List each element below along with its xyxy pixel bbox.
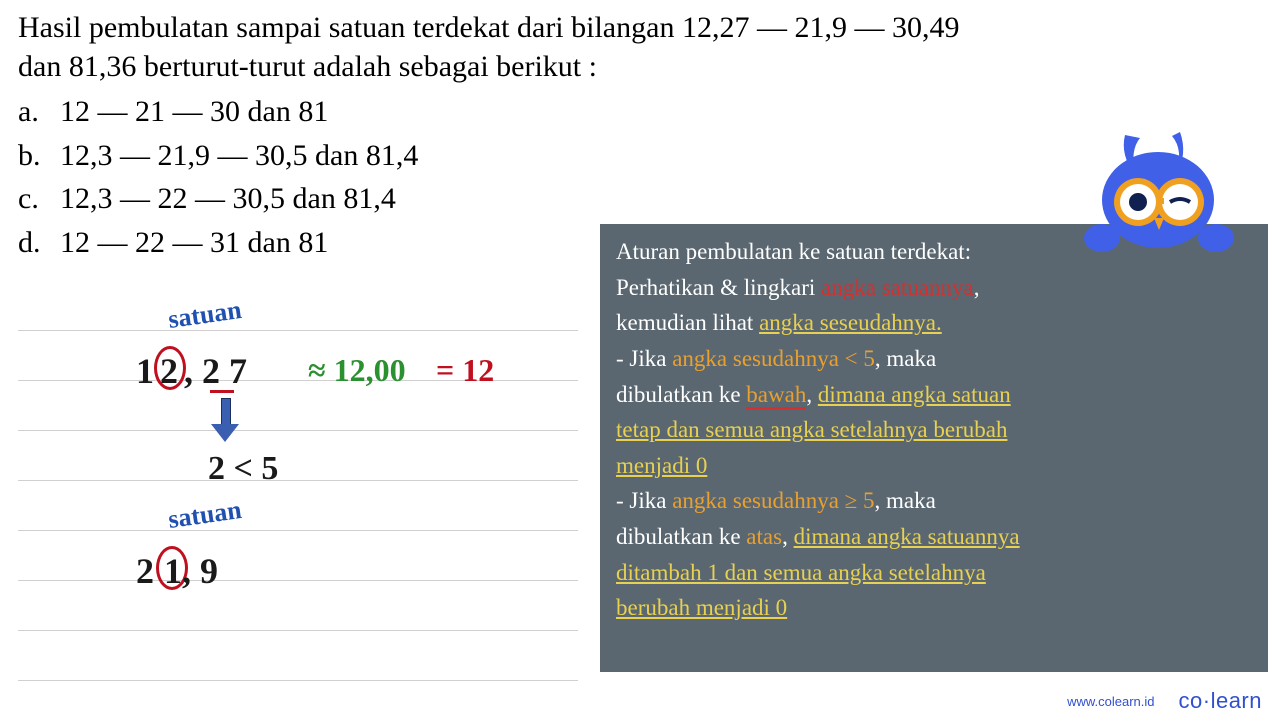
num1-part-a: 1 [136, 350, 154, 392]
option-letter: c. [18, 177, 60, 221]
footer: www.colearn.id co·learn [1067, 688, 1262, 714]
num2-part-c: , 9 [182, 550, 218, 592]
question-line1: Hasil pembulatan sampai satuan terdekat … [18, 8, 1262, 47]
option-a: a. 12 — 21 — 30 dan 81 [18, 90, 418, 134]
rule-line-10: ditambah 1 dan semua angka setelahnya [616, 555, 1252, 591]
option-text: 12,3 — 22 — 30,5 dan 81,4 [60, 177, 396, 221]
num1-part-b: 2 [160, 350, 178, 392]
question-line2: dan 81,36 berturut-turut adalah sebagai … [18, 47, 1262, 86]
rule-line-3: kemudian lihat angka seseudahnya. [616, 305, 1252, 341]
underline-1 [210, 390, 234, 393]
option-text: 12,3 — 21,9 — 30,5 dan 81,4 [60, 134, 418, 178]
arrow-down-icon [213, 398, 237, 442]
options-list: a. 12 — 21 — 30 dan 81 b. 12,3 — 21,9 — … [18, 90, 418, 264]
owl-mascot-icon [1080, 130, 1240, 260]
brand-logo: co·learn [1179, 688, 1263, 714]
footer-url: www.colearn.id [1067, 694, 1154, 709]
num1-part-c: , 2 7 [184, 350, 247, 392]
num2-part-b: 1 [164, 550, 182, 592]
option-text: 12 — 22 — 31 dan 81 [60, 221, 328, 265]
option-letter: d. [18, 221, 60, 265]
rule-line-8: - Jika angka sesudahnya ≥ 5, maka [616, 483, 1252, 519]
rule-line-4: - Jika angka sesudahnya < 5, maka [616, 341, 1252, 377]
option-letter: b. [18, 134, 60, 178]
working-area: satuan 1 2 , 2 7 ≈ 12,00 = 12 2 < 5 satu… [18, 300, 578, 710]
rules-box: Aturan pembulatan ke satuan terdekat: Pe… [600, 224, 1268, 672]
equals-1: = 12 [436, 352, 494, 389]
approx-1: ≈ 12,00 [308, 352, 406, 389]
option-c: c. 12,3 — 22 — 30,5 dan 81,4 [18, 177, 418, 221]
rule-line-11: berubah menjadi 0 [616, 590, 1252, 626]
question-text: Hasil pembulatan sampai satuan terdekat … [18, 8, 1262, 86]
rule-line-2: Perhatikan & lingkari angka satuannya, [616, 270, 1252, 306]
rule-line-7: menjadi 0 [616, 448, 1252, 484]
satuan-label-1: satuan [166, 295, 243, 335]
option-d: d. 12 — 22 — 31 dan 81 [18, 221, 418, 265]
rule-line-5: dibulatkan ke bawah, dimana angka satuan [616, 377, 1252, 413]
rule-line-9: dibulatkan ke atas, dimana angka satuann… [616, 519, 1252, 555]
compare-text: 2 < 5 [208, 450, 278, 488]
option-b: b. 12,3 — 21,9 — 30,5 dan 81,4 [18, 134, 418, 178]
option-text: 12 — 21 — 30 dan 81 [60, 90, 328, 134]
option-letter: a. [18, 90, 60, 134]
rule-line-6: tetap dan semua angka setelahnya berubah [616, 412, 1252, 448]
num2-part-a: 2 [136, 550, 154, 592]
satuan-label-2: satuan [166, 495, 243, 535]
